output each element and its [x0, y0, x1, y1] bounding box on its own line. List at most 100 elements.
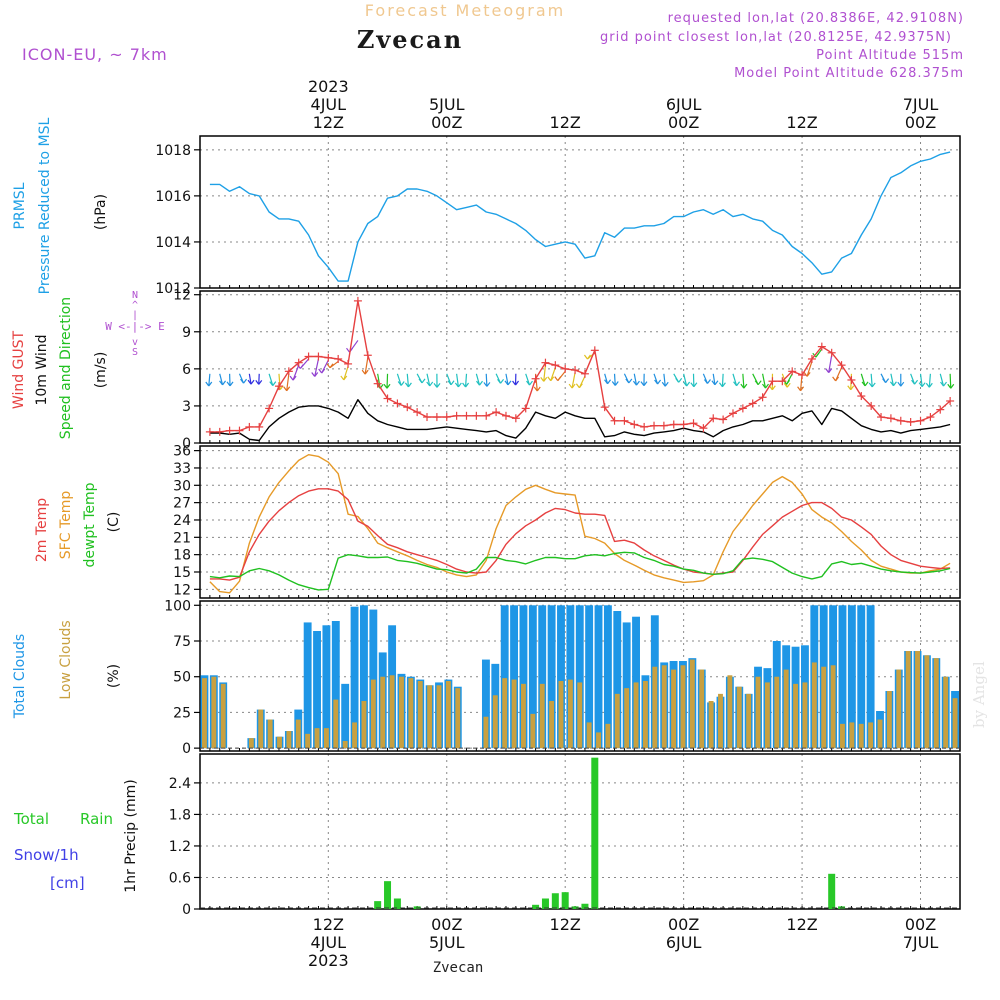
low-cloud-bar [352, 722, 358, 749]
wind-arrow [928, 373, 931, 388]
y-tick-label: 75 [173, 634, 191, 650]
low-cloud-bar [558, 681, 564, 749]
low-cloud-bar [445, 681, 451, 749]
low-cloud-bar [586, 722, 592, 749]
y-tick-label: 18 [173, 548, 191, 564]
wind-arrow-head [346, 347, 351, 353]
model-altitude: Model Point Altitude 628.375m [734, 66, 964, 81]
wind-arrow [806, 361, 813, 377]
low-cloud-bar [689, 659, 695, 749]
y-tick-label: 1.2 [169, 839, 191, 855]
wind-arrow-head [383, 383, 388, 389]
bottom-time-label: 00Z [431, 915, 462, 934]
low-cloud-bar [577, 682, 583, 749]
low-cloud-bar [642, 681, 648, 749]
wind-arrow [939, 373, 945, 387]
low-cloud-label: Low Clouds [58, 620, 74, 699]
wind-arrow [248, 373, 252, 385]
gridpoint-coords: grid point closest lon,lat (20.8125E, 42… [600, 30, 952, 45]
wind-labels: Wind GUST 10m Wind Speed and Direction (… [11, 290, 165, 439]
wind-arrow-head [483, 382, 488, 387]
y-tick-label: 24 [173, 513, 191, 529]
gust-label: Wind GUST [11, 330, 27, 409]
wind-direction-arrows [205, 340, 955, 392]
temp-unit: (C) [106, 512, 122, 533]
low-cloud-bar [652, 666, 658, 749]
wind-arrow-head [711, 380, 716, 386]
top-time-label: 00Z [431, 113, 462, 132]
low-cloud-bar [211, 676, 217, 749]
low-cloud-bar [605, 723, 611, 749]
wind-arrow [286, 373, 290, 391]
wind-arrow-head [292, 375, 297, 381]
wind-arrow [485, 373, 488, 387]
wind-arrow-head [429, 381, 434, 387]
wind-arrow [949, 373, 952, 389]
rain-bar [591, 757, 599, 909]
wind-arrow-head [568, 383, 573, 389]
y-tick-label: 3 [182, 399, 191, 415]
low-cloud-bar [755, 676, 761, 749]
low-cloud-bar [258, 709, 264, 749]
low-cloud-bar [915, 651, 920, 749]
panel-frame [199, 753, 961, 910]
wind-arrow-head [628, 378, 633, 384]
low-cloud-bar [295, 719, 301, 749]
total-cloud-bar [528, 605, 537, 749]
wind-arrow-head [661, 381, 666, 387]
wind-arrow [550, 367, 556, 381]
wind-arrow [613, 373, 616, 386]
y-tick-label: 6 [182, 362, 191, 378]
total-cloud-bar [500, 605, 509, 749]
wind-arrow [396, 373, 402, 386]
wind-arrow-head [386, 383, 391, 389]
wind-arrow-head [311, 372, 316, 377]
wind-arrow-head [607, 379, 612, 385]
low-cloud-bar [943, 676, 949, 749]
low-cloud-bar [933, 658, 939, 749]
wind-arrow-head [690, 382, 695, 388]
sfc-temp-line [209, 454, 951, 594]
bottom-time-label: 4JUL [311, 933, 347, 952]
low-cloud-bar [267, 719, 273, 749]
wind-arrow [683, 373, 688, 387]
total-cloud-bar [481, 659, 490, 749]
y-tick-label: 1.8 [169, 807, 191, 823]
gust-markers [205, 296, 955, 436]
low-cloud-bar [436, 685, 442, 749]
total-label: Total [13, 810, 49, 828]
low-cloud-bar [333, 699, 339, 749]
wind-arrow-head [885, 378, 890, 383]
wind-arrow-head [404, 382, 409, 388]
y-tick-label: 0 [182, 741, 191, 757]
wind-arrow-head [258, 379, 263, 385]
total-cloud-bar [322, 625, 331, 749]
total-cloud-bar [557, 605, 565, 749]
wind-arrow-head [436, 383, 441, 388]
compass-we: W <-|-> E [105, 320, 165, 333]
wind-arrow-head [693, 382, 698, 388]
wind-arrow-head [205, 381, 210, 387]
low-cloud-bar [220, 683, 226, 749]
wind-arrow [571, 372, 576, 389]
wind-arrow-head [911, 379, 916, 385]
y-tick-label: 1012 [155, 281, 191, 297]
bottom-time-label: 12Z [786, 915, 817, 934]
low-cloud-bar [521, 683, 526, 749]
wind-arrow [828, 355, 833, 373]
low-cloud-bar [399, 676, 404, 749]
wind-arrow-head [255, 379, 260, 385]
wind-panel: 0 3 6 9 12 [173, 288, 961, 452]
low-cloud-bar [389, 675, 395, 749]
chart-title: Forecast Meteogram [365, 1, 565, 20]
wind-arrow-head [918, 382, 923, 388]
wind-arrow-head [828, 368, 833, 374]
dewpt-line [209, 551, 951, 591]
wind-arrow-head [240, 378, 245, 384]
y-tick-label: 1018 [155, 143, 191, 159]
wind-arrow-head [868, 382, 873, 388]
wind-arrow [742, 373, 745, 389]
total-cloud-bar [538, 605, 547, 749]
wind-arrow-head [864, 381, 869, 387]
